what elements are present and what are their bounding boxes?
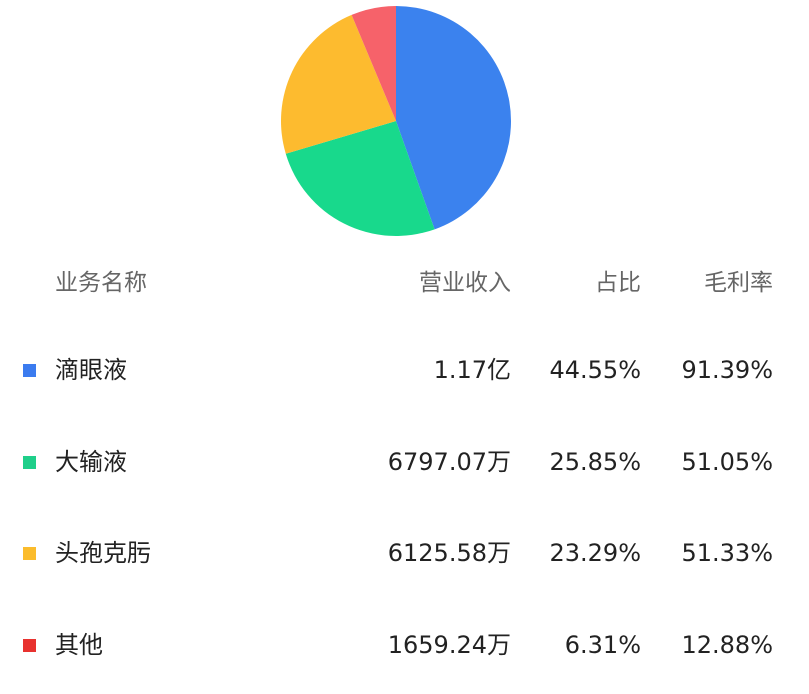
margin-value: 51.33% — [681, 539, 773, 567]
share-value: 44.55% — [549, 356, 641, 384]
pie-slice-3 — [281, 14, 396, 154]
margin-value: 12.88% — [681, 631, 773, 659]
margin-value: 51.05% — [681, 448, 773, 476]
share-value: 6.31% — [564, 631, 641, 659]
revenue-value: 6125.58万 — [387, 539, 511, 567]
legend-marker — [23, 456, 36, 469]
pie-slice-2 — [285, 121, 435, 236]
table-row[interactable]: 大输液 6797.07万 25.85% 51.05% — [0, 442, 809, 482]
business-name: 头孢克肟 — [55, 539, 151, 567]
revenue-value: 6797.07万 — [387, 448, 511, 476]
pie-chart — [281, 6, 511, 236]
table-row[interactable]: 头孢克肟 6125.58万 23.29% 51.33% — [0, 533, 809, 573]
legend-marker — [23, 364, 36, 377]
header-revenue: 营业收入 — [419, 270, 511, 296]
table-row[interactable]: 其他 1659.24万 6.31% 12.88% — [0, 625, 809, 665]
business-name: 其他 — [55, 631, 103, 659]
business-name: 大输液 — [55, 448, 127, 476]
revenue-value: 1.17亿 — [433, 356, 511, 384]
table-row[interactable]: 滴眼液 1.17亿 44.55% 91.39% — [0, 350, 809, 390]
margin-value: 91.39% — [681, 356, 773, 384]
header-margin: 毛利率 — [704, 270, 773, 296]
pie-slice-1 — [396, 6, 511, 230]
header-share: 占比 — [595, 270, 641, 296]
legend-marker — [23, 547, 36, 560]
share-value: 25.85% — [549, 448, 641, 476]
legend-marker — [23, 639, 36, 652]
header-name: 业务名称 — [55, 270, 147, 296]
business-name: 滴眼液 — [55, 356, 127, 384]
revenue-value: 1659.24万 — [387, 631, 511, 659]
share-value: 23.29% — [549, 539, 641, 567]
pie-slice-4 — [351, 6, 396, 121]
